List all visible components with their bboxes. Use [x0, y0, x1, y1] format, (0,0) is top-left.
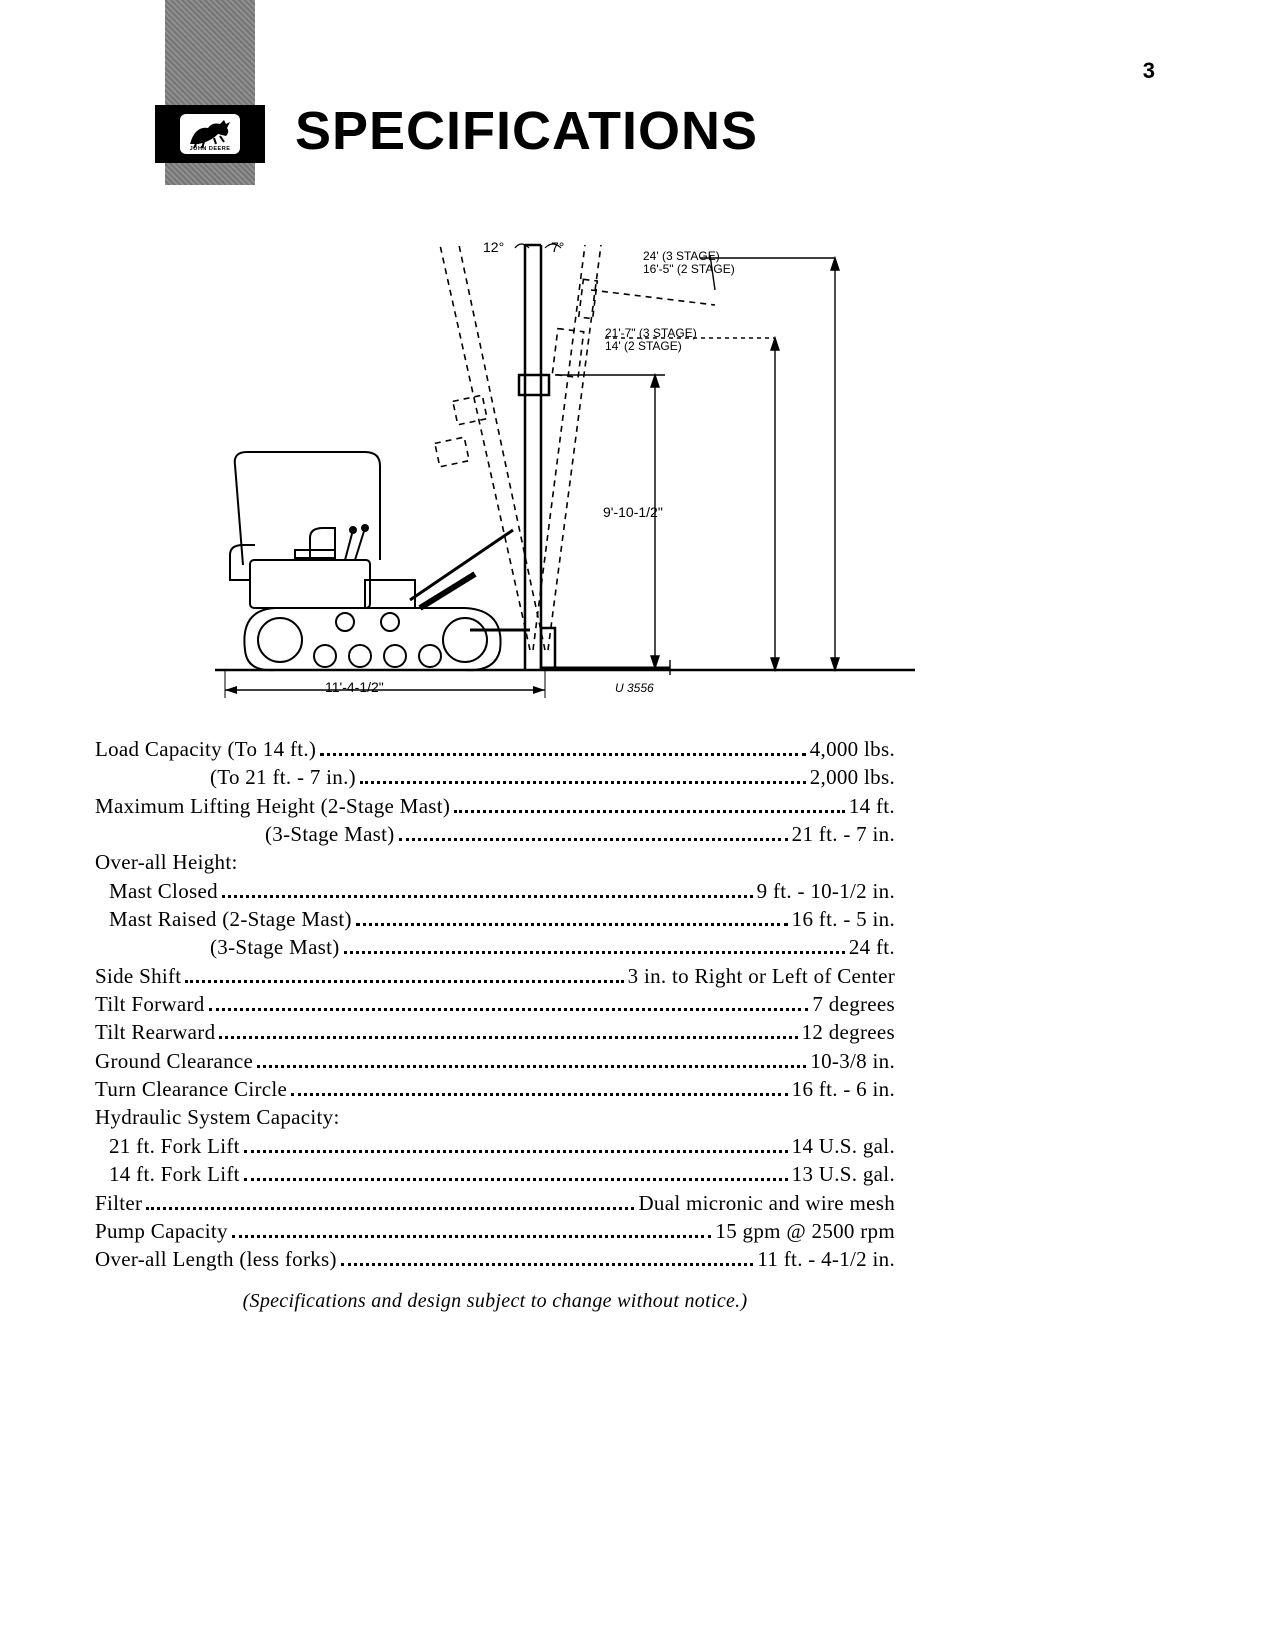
spec-row: 21 ft. Fork Lift 14 U.S. gal. — [95, 1132, 895, 1160]
leader-dots — [244, 1140, 788, 1152]
figure-code: U 3556 — [615, 682, 654, 695]
spec-value: 21 ft. - 7 in. — [792, 820, 895, 848]
spec-row: Hydraulic System Capacity: — [95, 1103, 895, 1131]
spec-value: 3 in. to Right or Left of Center — [628, 962, 895, 990]
spec-value: 7 degrees — [812, 990, 895, 1018]
spec-label: Maximum Lifting Height (2-Stage Mast) — [95, 792, 450, 820]
leader-dots — [399, 829, 788, 841]
spec-label: Pump Capacity — [95, 1217, 228, 1245]
brand-logo-block: JOHN DEERE — [155, 105, 265, 163]
spec-row: Over-all Height: — [95, 848, 895, 876]
spec-label: Hydraulic System Capacity: — [95, 1103, 340, 1131]
leader-dots — [344, 942, 845, 954]
spec-label: Tilt Rearward — [95, 1018, 215, 1046]
spec-footnote: (Specifications and design subject to ch… — [95, 1288, 895, 1315]
label-extended-2stage: 16'-5" (2 STAGE) — [643, 263, 735, 276]
leader-dots — [209, 999, 809, 1011]
spec-label: Filter — [95, 1189, 142, 1217]
leader-dots — [185, 970, 623, 982]
spec-label: Over-all Length (less forks) — [95, 1245, 337, 1273]
spec-label: (To 21 ft. - 7 in.) — [95, 763, 356, 791]
leader-dots — [360, 772, 806, 784]
spec-value: 2,000 lbs. — [810, 763, 895, 791]
leader-dots — [320, 744, 806, 756]
spec-row: Tilt Rearward 12 degrees — [95, 1018, 895, 1046]
spec-row: Ground Clearance 10-3/8 in. — [95, 1047, 895, 1075]
spec-value: Dual micronic and wire mesh — [638, 1189, 895, 1217]
spec-label: 14 ft. Fork Lift — [95, 1160, 240, 1188]
spec-row: Mast Raised (2-Stage Mast) 16 ft. - 5 in. — [95, 905, 895, 933]
spec-label: (3-Stage Mast) — [95, 933, 340, 961]
spec-label: Load Capacity (To 14 ft.) — [95, 735, 316, 763]
page-number: 3 — [1143, 58, 1155, 84]
tilt-back-angle: 12° — [483, 240, 504, 255]
leader-dots — [146, 1197, 634, 1209]
spec-value: 14 U.S. gal. — [792, 1132, 895, 1160]
spec-row: Filter Dual micronic and wire mesh — [95, 1189, 895, 1217]
tilt-forward-angle: 7° — [551, 240, 564, 255]
leader-dots — [454, 800, 845, 812]
spec-label: 21 ft. Fork Lift — [95, 1132, 240, 1160]
spec-row: Turn Clearance Circle 16 ft. - 6 in. — [95, 1075, 895, 1103]
spec-value: 10-3/8 in. — [810, 1047, 895, 1075]
spec-value: 12 degrees — [802, 1018, 895, 1046]
page: JOHN DEERE SPECIFICATIONS 3 — [0, 0, 1275, 1650]
leader-dots — [257, 1055, 806, 1067]
specifications-list: Load Capacity (To 14 ft.)4,000 lbs.(To 2… — [95, 735, 895, 1315]
spec-row: Tilt Forward 7 degrees — [95, 990, 895, 1018]
leader-dots — [291, 1084, 788, 1096]
spec-label: Ground Clearance — [95, 1047, 253, 1075]
spec-row: (3-Stage Mast) 21 ft. - 7 in. — [95, 820, 895, 848]
spec-label: Over-all Height: — [95, 848, 238, 876]
label-overall-length: 11'-4-1/2" — [325, 680, 384, 695]
spec-value: 11 ft. - 4-1/2 in. — [757, 1245, 895, 1273]
spec-row: Side Shift 3 in. to Right or Left of Cent… — [95, 962, 895, 990]
spec-row: Over-all Length (less forks) 11 ft. - 4-1… — [95, 1245, 895, 1273]
leader-dots — [222, 885, 753, 897]
spec-row: 14 ft. Fork Lift 13 U.S. gal. — [95, 1160, 895, 1188]
brand-logo: JOHN DEERE — [180, 114, 240, 154]
spec-value: 16 ft. - 5 in. — [792, 905, 895, 933]
brand-text: JOHN DEERE — [190, 146, 231, 152]
leader-dots — [232, 1225, 712, 1237]
spec-value: 13 U.S. gal. — [792, 1160, 895, 1188]
spec-label: Mast Closed — [95, 877, 218, 905]
page-title: SPECIFICATIONS — [295, 100, 758, 162]
spec-label: Side Shift — [95, 962, 181, 990]
spec-label: Tilt Forward — [95, 990, 205, 1018]
spec-value: 4,000 lbs. — [810, 735, 895, 763]
spec-row: Maximum Lifting Height (2-Stage Mast) 14 … — [95, 792, 895, 820]
spec-label: Mast Raised (2-Stage Mast) — [95, 905, 352, 933]
spec-value: 9 ft. - 10-1/2 in. — [757, 877, 895, 905]
label-lower-2stage: 14' (2 STAGE) — [605, 340, 682, 353]
spec-label: Turn Clearance Circle — [95, 1075, 287, 1103]
spec-row: Mast Closed 9 ft. - 10-1/2 in. — [95, 877, 895, 905]
leader-dots — [356, 914, 788, 926]
forklift-diagram: 12° 7° 24' (3 STAGE) 16'-5" (2 STAGE) 21… — [215, 230, 915, 710]
spec-row: Pump Capacity 15 gpm @ 2500 rpm — [95, 1217, 895, 1245]
spec-value: 15 gpm @ 2500 rpm — [715, 1217, 895, 1245]
spec-row: Load Capacity (To 14 ft.) 4,000 lbs. — [95, 735, 895, 763]
leader-dots — [219, 1027, 797, 1039]
spec-row: (3-Stage Mast) 24 ft. — [95, 933, 895, 961]
label-closed-height: 9'-10-1/2" — [603, 505, 663, 520]
spec-row: (To 21 ft. - 7 in.) 2,000 lbs. — [95, 763, 895, 791]
spec-label: (3-Stage Mast) — [95, 820, 395, 848]
spec-value: 14 ft. — [849, 792, 895, 820]
spec-value: 16 ft. - 6 in. — [792, 1075, 895, 1103]
leader-dots — [244, 1169, 788, 1181]
leader-dots — [341, 1254, 754, 1266]
spec-value: 24 ft. — [849, 933, 895, 961]
